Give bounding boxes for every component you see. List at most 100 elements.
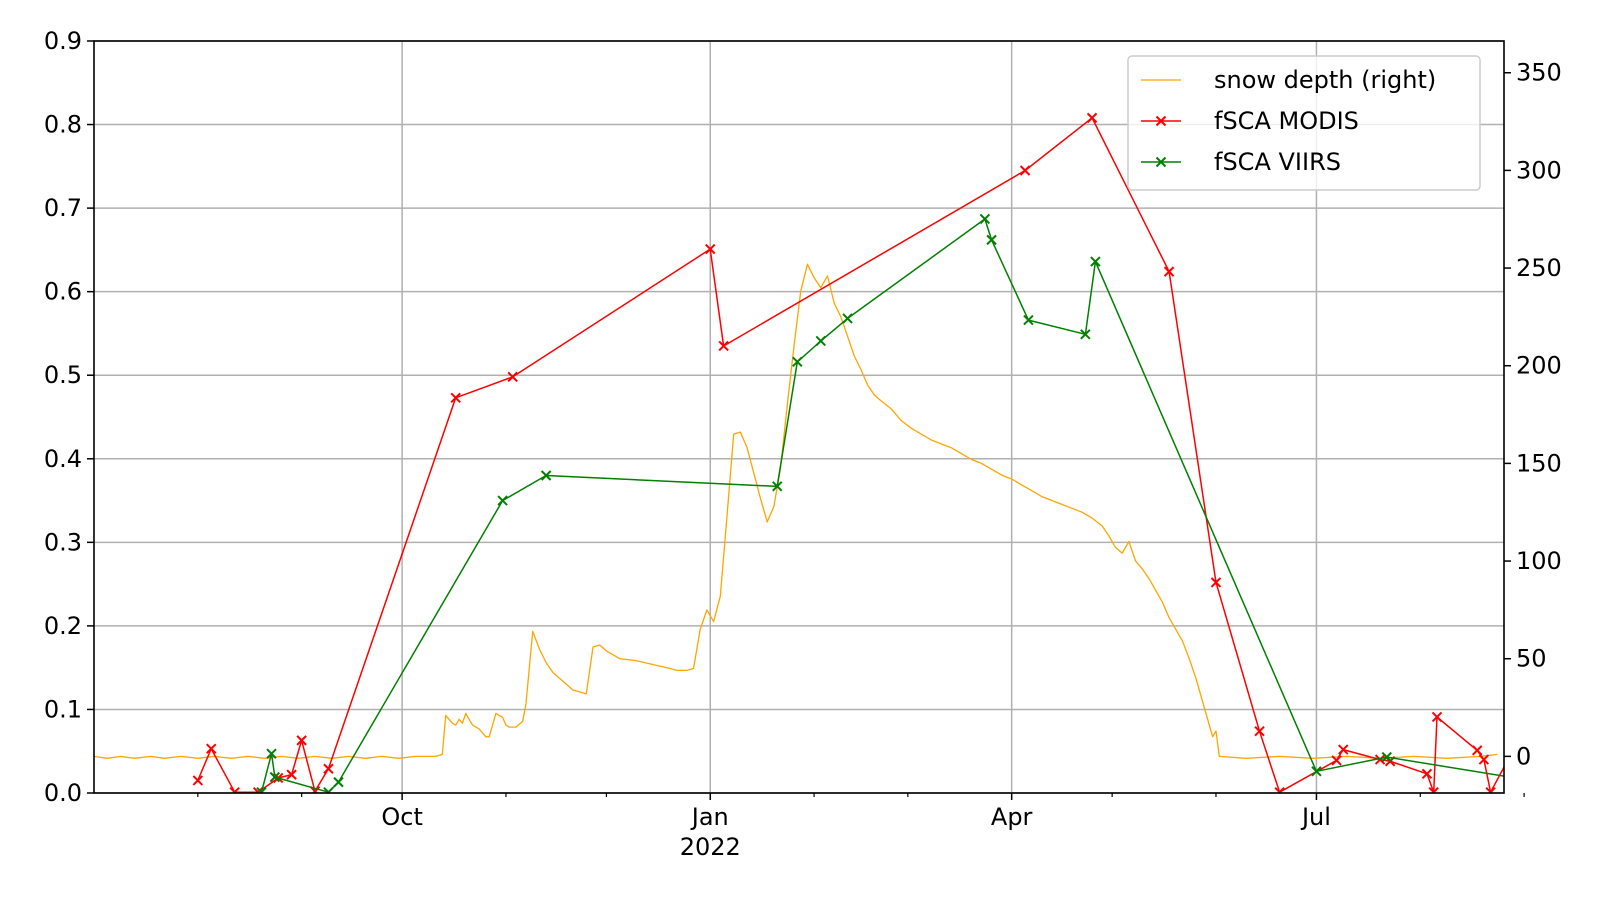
- y-tick-label: 0.4: [44, 445, 82, 473]
- data-point-fsca-modis: [450, 392, 461, 403]
- y-tick-label: 0.6: [44, 278, 82, 306]
- data-point-fsca-modis-stroke: [1374, 754, 1386, 765]
- data-point-fsca-modis-stroke: [1478, 754, 1490, 765]
- data-point-fsca-viirs-stroke: [772, 481, 783, 492]
- data-point-fsca-viirs: [540, 470, 552, 481]
- data-point-fsca-modis-stroke: [296, 735, 307, 746]
- data-point-fsca-viirs-stroke: [1311, 766, 1322, 777]
- y2-tick-label: 300: [1516, 156, 1562, 184]
- y-tick-label: 0.3: [44, 528, 82, 556]
- data-point-fsca-modis-stroke: [507, 371, 518, 383]
- data-point-fsca-modis: [1428, 786, 1439, 793]
- data-point-fsca-modis: [229, 786, 240, 793]
- data-point-fsca-modis-stroke: [1431, 711, 1443, 723]
- data-point-fsca-modis: [1331, 755, 1342, 766]
- x-tick-sublabel: 2022: [680, 833, 741, 861]
- y2-tick-label: 50: [1516, 645, 1547, 673]
- data-point-fsca-viirs: [1080, 329, 1091, 340]
- data-point-fsca-modis: [705, 243, 716, 255]
- data-point-fsca-viirs-stroke: [269, 771, 281, 783]
- legend-label: snow depth (right): [1214, 66, 1436, 94]
- data-point-fsca-viirs-stroke: [326, 786, 334, 793]
- data-point-fsca-modis-stroke: [1163, 266, 1175, 277]
- data-point-fsca-modis-stroke: [1210, 577, 1222, 588]
- data-point-fsca-modis-stroke: [232, 786, 240, 793]
- data-point-fsca-modis-stroke: [1254, 725, 1265, 737]
- data-point-fsca-modis: [192, 775, 204, 786]
- data-point-fsca-modis-stroke: [450, 392, 461, 403]
- data-point-fsca-modis-stroke: [1019, 165, 1031, 176]
- data-point-fsca-modis-stroke: [1086, 112, 1098, 124]
- data-point-fsca-viirs: [986, 234, 997, 246]
- data-point-fsca-viirs-stroke: [333, 776, 344, 788]
- axes: 0.0 0.1 0.2 0.3 0.4 0.5 0.6 0.7 0.8 0.9 0 50 100 150 2…: [44, 27, 1562, 861]
- data-point-fsca-modis-stroke: [1471, 745, 1483, 756]
- data-point-fsca-modis: [1338, 744, 1349, 755]
- y2-tick-label: 0: [1516, 742, 1531, 770]
- legend-marker: [1155, 156, 1167, 168]
- data-point-fsca-modis-stroke: [1431, 786, 1439, 793]
- data-point-fsca-viirs-stroke: [259, 786, 267, 793]
- data-point-fsca-modis: [1254, 725, 1265, 737]
- data-point-fsca-viirs-stroke: [986, 234, 997, 246]
- data-point-fsca-modis-stroke: [206, 743, 217, 754]
- data-point-fsca-modis-stroke: [705, 243, 716, 255]
- y2-tick-label: 200: [1516, 352, 1562, 380]
- data-point-fsca-viirs: [842, 313, 853, 324]
- x-tick-label: Apr: [991, 803, 1033, 831]
- legend-label: fSCA MODIS: [1214, 107, 1359, 135]
- data-point-fsca-viirs-stroke: [842, 313, 853, 324]
- data-point-fsca-modis: [252, 786, 264, 793]
- legend-marker: [1155, 115, 1167, 127]
- data-point-fsca-viirs: [333, 776, 344, 788]
- data-point-fsca-modis: [1274, 786, 1285, 793]
- x-tick-label: Jul: [1300, 803, 1331, 831]
- y-tick-label: 0.9: [44, 27, 82, 55]
- data-point-fsca-viirs: [815, 335, 826, 347]
- y-tick-label: 0.7: [44, 194, 82, 222]
- data-point-fsca-modis: [718, 340, 729, 352]
- data-point-fsca-modis: [507, 371, 518, 383]
- data-point-fsca-viirs: [772, 481, 783, 492]
- data-point-fsca-viirs-stroke: [1080, 329, 1091, 340]
- series-line-snow-depth-right: [94, 263, 1498, 759]
- y-tick-label: 0.0: [44, 779, 82, 807]
- data-point-fsca-viirs-stroke: [1023, 314, 1034, 326]
- data-point-fsca-modis: [323, 763, 334, 774]
- data-point-fsca-modis-stroke: [323, 763, 334, 774]
- y2-tick-label: 100: [1516, 547, 1562, 575]
- data-point-fsca-modis-stroke: [1338, 744, 1349, 755]
- data-point-fsca-viirs: [497, 495, 508, 506]
- data-point-fsca-viirs-stroke: [979, 213, 991, 225]
- data-point-fsca-viirs-stroke: [1381, 751, 1392, 763]
- y-tick-label: 0.5: [44, 361, 82, 389]
- data-point-fsca-modis: [286, 769, 297, 780]
- data-point-fsca-modis-stroke: [255, 786, 264, 793]
- data-point-fsca-modis: [1086, 112, 1098, 124]
- legend[interactable]: snow depth (right) fSCA MODIS fSCA VIIRS: [1127, 55, 1481, 191]
- legend-marker-stroke: [1155, 115, 1167, 127]
- y-tick-label: 0.8: [44, 111, 82, 139]
- data-point-fsca-viirs-stroke: [266, 748, 277, 759]
- data-point-fsca-modis: [1019, 165, 1031, 176]
- data-point-fsca-viirs: [266, 748, 277, 759]
- legend-label: fSCA VIIRS: [1214, 148, 1341, 176]
- data-point-fsca-modis-stroke: [286, 769, 297, 780]
- data-point-fsca-modis: [1163, 266, 1175, 277]
- x-tick-label: Jan: [690, 803, 729, 831]
- data-point-fsca-modis-stroke: [718, 340, 729, 352]
- data-point-fsca-modis: [1478, 754, 1490, 765]
- y2-tick-label: 350: [1516, 59, 1562, 87]
- data-point-fsca-viirs: [1023, 314, 1034, 326]
- data-point-fsca-viirs: [792, 356, 803, 368]
- y2-tick-label: 150: [1516, 449, 1562, 477]
- data-point-fsca-modis: [1421, 768, 1433, 779]
- data-point-fsca-modis: [1374, 754, 1386, 765]
- data-point-fsca-viirs: [1381, 751, 1392, 763]
- data-point-fsca-modis-stroke: [311, 786, 321, 793]
- legend-marker-stroke: [1155, 156, 1167, 168]
- data-point-fsca-modis: [1431, 711, 1443, 723]
- y-tick-label: 0.2: [44, 612, 82, 640]
- data-point-fsca-modis: [206, 743, 217, 754]
- data-point-fsca-viirs: [323, 786, 334, 793]
